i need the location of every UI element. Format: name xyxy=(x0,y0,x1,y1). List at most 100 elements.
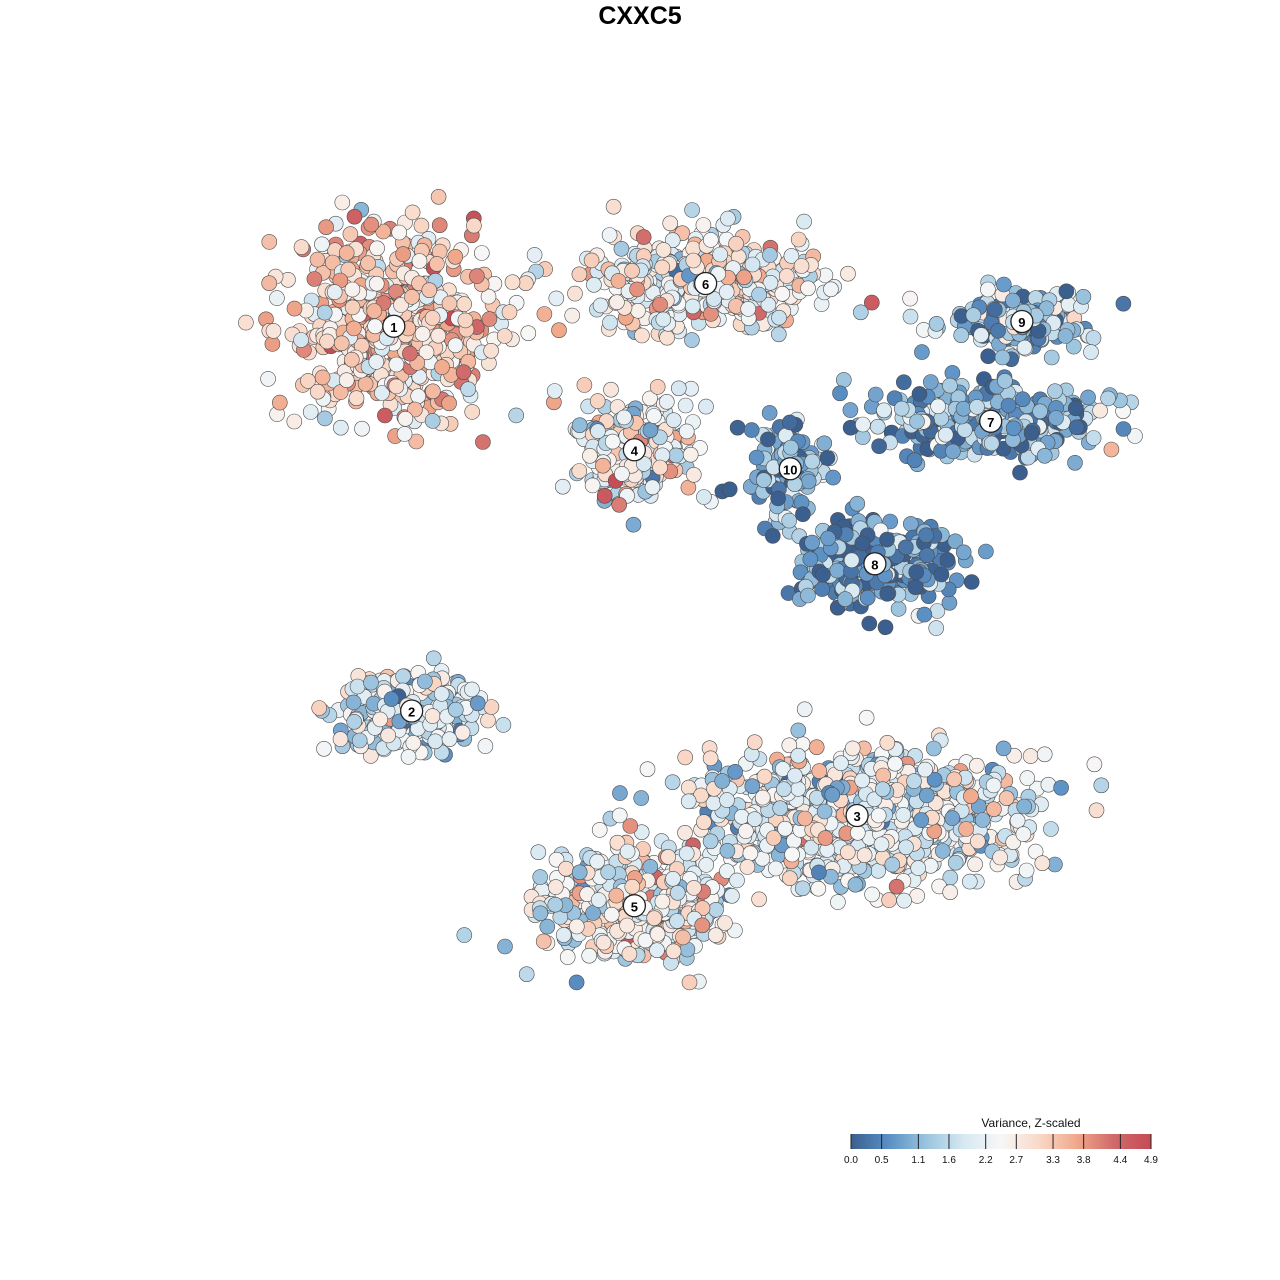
cell-point xyxy=(877,619,894,636)
cell-point xyxy=(694,900,711,917)
color-legend: Variance, Z-scaled 0.0 0.5 1.1 1.6 2.2 2.7 3.3… xyxy=(844,1116,1158,1166)
cell-point xyxy=(895,374,912,391)
cell-point xyxy=(1103,441,1120,458)
cell-point xyxy=(583,252,600,269)
cell-point xyxy=(530,844,547,861)
cell-point xyxy=(380,727,397,744)
cell-point xyxy=(928,315,945,332)
cell-point xyxy=(942,377,958,394)
cell-point xyxy=(1043,821,1059,837)
cell-point xyxy=(425,383,441,400)
cell-point xyxy=(911,386,928,402)
cell-point xyxy=(895,807,912,823)
cell-point xyxy=(823,281,839,298)
cell-point xyxy=(260,371,276,387)
cell-point xyxy=(928,620,945,636)
cell-point xyxy=(603,906,620,923)
cluster-label-9: 9 xyxy=(1010,309,1034,334)
cell-point xyxy=(854,535,871,552)
cell-point xyxy=(351,732,368,749)
cell-point xyxy=(967,856,983,873)
cell-point xyxy=(418,344,435,361)
cell-point xyxy=(720,210,736,227)
cell-point xyxy=(414,326,431,342)
cell-point xyxy=(727,763,743,780)
cell-point xyxy=(906,452,923,469)
cell-point xyxy=(1088,802,1105,819)
cell-point xyxy=(410,388,427,405)
cell-point xyxy=(816,435,833,452)
cell-point xyxy=(633,790,650,806)
cell-point xyxy=(944,365,961,381)
cell-point xyxy=(372,711,389,728)
cell-point xyxy=(595,934,612,951)
cell-point xyxy=(625,516,642,533)
cell-point xyxy=(548,290,565,307)
cell-point xyxy=(1053,779,1069,796)
cell-point xyxy=(1068,419,1085,436)
cell-point xyxy=(803,839,820,856)
cell-point xyxy=(629,281,645,298)
cell-point xyxy=(374,385,390,401)
cell-point xyxy=(767,860,784,877)
cell-point xyxy=(375,223,392,240)
cell-point xyxy=(431,217,448,233)
cell-point xyxy=(861,615,878,632)
cell-point xyxy=(659,329,675,346)
cell-point xyxy=(916,606,933,623)
cell-point xyxy=(1092,402,1108,419)
cell-point xyxy=(460,381,477,398)
cell-point xyxy=(497,938,513,955)
cell-point xyxy=(348,390,365,407)
cell-point xyxy=(612,785,628,801)
cell-point xyxy=(770,326,787,343)
cell-point xyxy=(624,878,641,895)
cell-point xyxy=(965,307,982,324)
cell-point xyxy=(652,296,668,313)
cell-point xyxy=(1115,421,1132,437)
cell-point xyxy=(873,836,890,853)
cell-point xyxy=(746,734,763,751)
cell-point xyxy=(879,585,896,602)
cell-point xyxy=(762,274,779,291)
cell-point xyxy=(397,410,414,427)
cell-point xyxy=(316,740,332,757)
cell-point xyxy=(614,466,630,482)
cell-point xyxy=(609,834,626,851)
cell-point xyxy=(858,709,875,726)
cell-point xyxy=(1000,397,1017,414)
cell-point xyxy=(585,905,601,921)
cell-point xyxy=(581,947,598,964)
cell-point xyxy=(547,879,564,895)
cell-point xyxy=(603,381,619,398)
cluster-label-3: 3 xyxy=(845,803,869,828)
cell-point xyxy=(902,290,918,307)
cell-point xyxy=(761,405,778,421)
cell-point xyxy=(1016,798,1032,815)
cell-point xyxy=(238,314,254,331)
cell-point xyxy=(739,859,756,875)
legend-tick-label: 4.9 xyxy=(1144,1155,1158,1166)
cell-point xyxy=(590,892,607,908)
cell-point xyxy=(974,812,991,828)
cell-point xyxy=(684,298,701,315)
cell-point xyxy=(782,870,798,887)
cell-point xyxy=(383,691,400,707)
cell-point xyxy=(496,328,513,344)
cell-point xyxy=(343,351,360,368)
cell-point xyxy=(595,457,611,474)
cluster-label-text: 7 xyxy=(987,415,994,430)
cell-point xyxy=(770,490,786,507)
legend-tick-label: 2.2 xyxy=(979,1155,993,1166)
cell-point xyxy=(819,450,836,466)
cell-point xyxy=(334,194,351,211)
cell-point xyxy=(854,772,871,789)
cell-point xyxy=(870,807,887,824)
cell-point xyxy=(357,376,374,392)
legend-tick-label: 3.8 xyxy=(1077,1155,1091,1166)
cell-point xyxy=(441,395,457,412)
cell-point xyxy=(571,417,588,434)
cell-point xyxy=(642,422,659,439)
cell-point xyxy=(447,248,464,265)
cell-point xyxy=(649,942,665,959)
